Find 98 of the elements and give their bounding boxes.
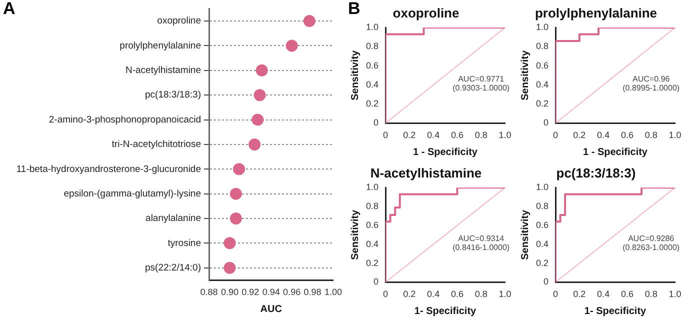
y-tick-label: 0.8	[536, 201, 549, 212]
y-tick-label: tyrosine	[168, 238, 201, 249]
y-tick-label: alanylalanine	[146, 213, 201, 224]
y-tick-label: 0.4	[536, 238, 549, 249]
y-tick-label: 0	[373, 276, 379, 287]
y-tick-label: 0	[543, 118, 549, 128]
point	[303, 15, 316, 28]
y-tick-label: 0.8	[366, 41, 379, 52]
x-axis-title: 1 - Specificity	[413, 146, 478, 158]
x-tick-label: 0.2	[403, 289, 416, 300]
x-tick-label: 0	[383, 130, 388, 140]
point	[224, 262, 236, 274]
x-tick-label: 0.2	[573, 289, 586, 300]
x-tick-label: 0.8	[644, 130, 658, 140]
x-tick-label: 0.2	[573, 130, 586, 140]
annotation: AUC=0.9286	[628, 234, 675, 244]
y-tick-label: oxoproline	[157, 16, 201, 27]
y-tick-label: ps(22:2/14:0)	[145, 262, 201, 274]
x-tick-label: 0.88	[200, 287, 218, 298]
x-tick-label: 0	[553, 289, 558, 300]
annotation: (0.8416-1.0000)	[452, 243, 510, 252]
point	[256, 64, 268, 76]
x-tick-label: 0.94	[262, 287, 280, 298]
x-tick-label: 0.6	[450, 130, 464, 140]
y-tick-label: 0.6	[536, 220, 549, 230]
annotation: AUC=0.9314	[458, 234, 505, 244]
x-tick-label: 1.0	[668, 130, 682, 140]
x-tick-label: 1.0	[498, 130, 512, 140]
x-axis-title: 1 - Specificity	[583, 146, 648, 158]
point	[252, 114, 264, 126]
x-tick-label: 0.6	[450, 289, 464, 300]
x-tick-label: 0	[553, 130, 558, 140]
x-tick-label: 0.4	[427, 289, 440, 300]
y-tick-label: pc(18:3/18:3)	[145, 90, 201, 101]
y-tick-label: 1.0	[366, 182, 379, 192]
y-tick-label: 11-beta-hydroxyandrosterone-3-glucuronide	[16, 164, 201, 175]
y-tick-label: 0.6	[536, 60, 549, 70]
text: A	[3, 0, 16, 18]
y-tick-label: 2-amino-3-phosphonopropanoicacid	[48, 114, 201, 126]
x-tick-label: 1.00	[324, 287, 342, 298]
y-axis-title: Sensitivity	[350, 209, 361, 260]
x-tick-label: 0.4	[597, 130, 610, 140]
point	[230, 212, 242, 224]
x-tick-label: 0.6	[620, 289, 634, 300]
y-axis-title: Sensitivity	[350, 50, 361, 100]
y-tick-label: 0	[373, 118, 379, 128]
point	[286, 40, 298, 52]
annotation: AUC=0.96	[632, 74, 670, 84]
y-axis-title: Sensitivity	[520, 50, 531, 100]
x-tick-label: 0.92	[242, 287, 260, 298]
annotation: (0.8995-1.0000)	[622, 84, 680, 93]
x-tick-label: 1.0	[668, 289, 682, 300]
y-tick-label: 0.4	[366, 238, 379, 249]
x-tick-label: 0	[383, 289, 388, 300]
x-axis-title: 1- Specificity	[584, 306, 647, 317]
chart-title: oxoproline	[392, 5, 460, 20]
y-tick-label: prolylphenylalanine	[120, 40, 201, 52]
x-tick-label: 1.0	[498, 289, 512, 300]
y-tick-label: 1.0	[366, 22, 379, 32]
y-tick-label: N-acetylhistamine	[126, 65, 201, 76]
y-tick-label: epsilon-(gamma-glutamyl)-lysine	[64, 188, 201, 200]
x-tick-label: 0.2	[403, 130, 416, 140]
chart-title: pc(18:3/18:3)	[556, 165, 636, 180]
y-tick-label: 0	[543, 276, 549, 287]
y-tick-label: 0.6	[366, 60, 379, 70]
point	[230, 188, 242, 200]
x-tick-label: 0.8	[644, 289, 658, 300]
x-tick-label: 0.6	[620, 130, 634, 140]
point	[254, 89, 266, 102]
y-tick-label: 0.6	[366, 220, 379, 230]
y-tick-label: 1.0	[536, 182, 549, 192]
x-tick-label: 0.4	[597, 289, 610, 300]
x-tick-label: 0.4	[427, 130, 440, 140]
y-tick-label: 0.2	[366, 258, 379, 268]
y-axis-title: Sensitivity	[520, 209, 531, 260]
y-tick-label: 0.4	[366, 79, 379, 90]
annotation: AUC=0.9771	[458, 74, 505, 84]
point	[224, 237, 236, 250]
y-tick-label: 0.8	[536, 41, 549, 52]
x-axis-title: 1- Specificity	[414, 306, 477, 317]
y-tick-label: tri-N-acetylchitotriose	[112, 139, 201, 150]
y-tick-label: 0.2	[366, 98, 379, 109]
x-tick-label: 0.90	[220, 287, 238, 298]
annotation: (0.9303-1.0000)	[452, 84, 510, 93]
y-tick-label: 0.2	[536, 98, 549, 109]
x-tick-label: 0.8	[474, 130, 488, 140]
point	[248, 138, 261, 150]
y-tick-label: 1.0	[536, 22, 549, 32]
x-tick-label: 0.8	[474, 289, 488, 300]
annotation: (0.8263-1.0000)	[622, 243, 680, 252]
y-tick-label: 0.4	[536, 79, 549, 90]
x-tick-label: 0.98	[304, 287, 322, 298]
y-tick-label: 0.8	[366, 201, 379, 212]
x-tick-label: 0.96	[283, 287, 301, 298]
y-tick-label: 0.2	[536, 258, 549, 268]
x-axis-title: AUC	[260, 304, 282, 315]
text: B	[348, 0, 360, 18]
point	[233, 163, 246, 176]
